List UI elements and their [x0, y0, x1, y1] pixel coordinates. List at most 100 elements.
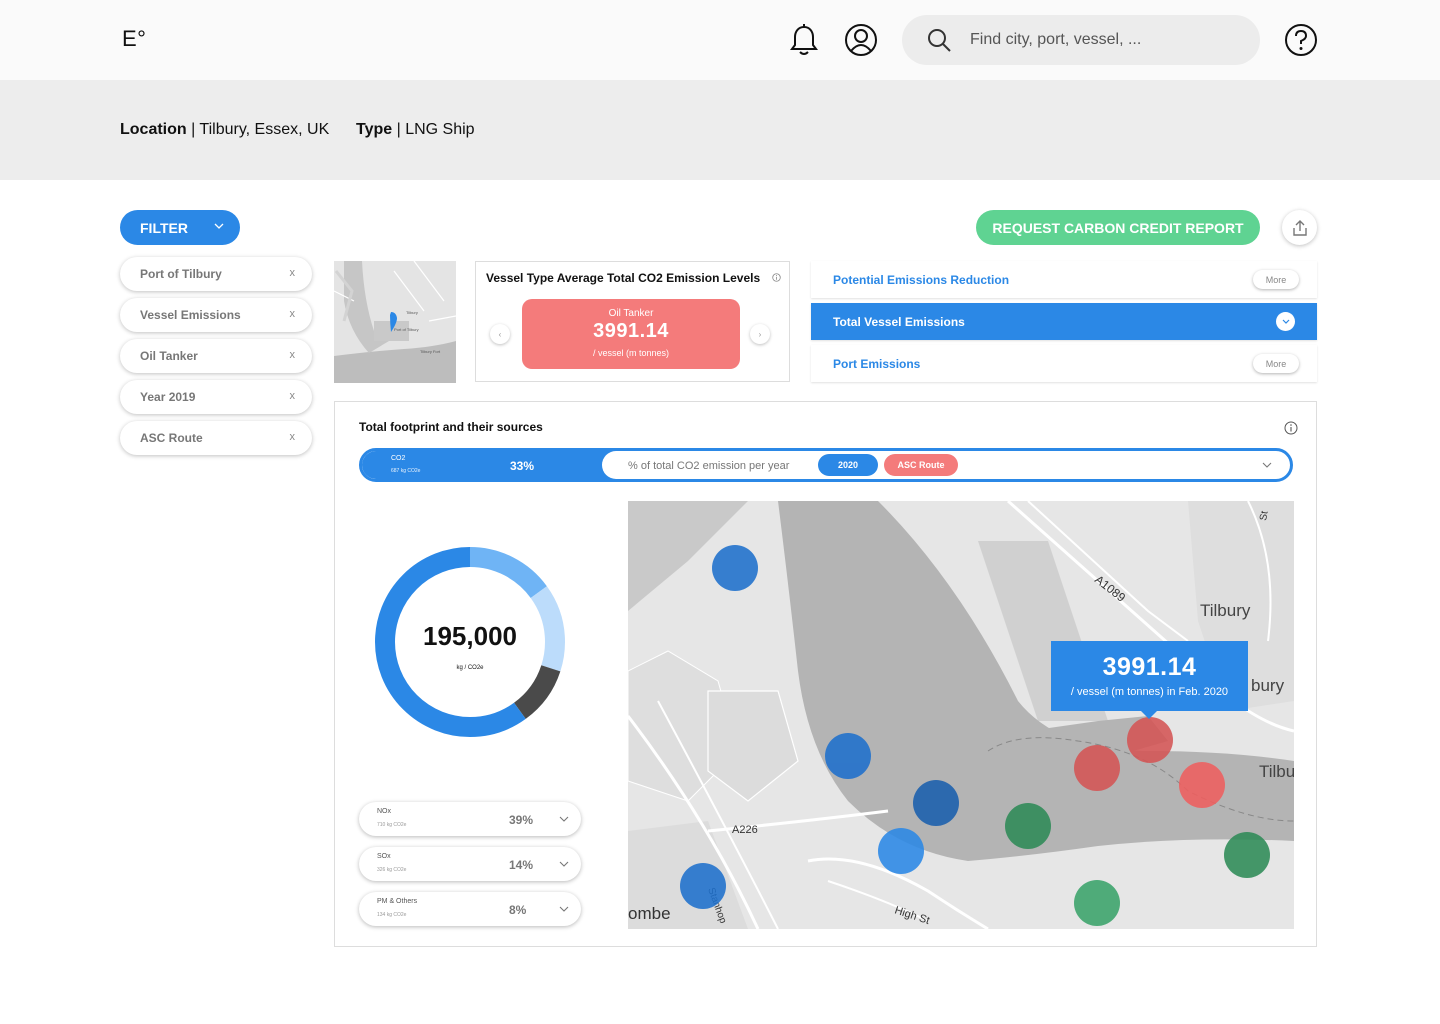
remove-chip-icon[interactable]: x: [289, 390, 296, 402]
filter-label: FILTER: [140, 219, 188, 236]
location-value: | Tilbury, Essex, UK: [186, 121, 330, 138]
source-co2-segment[interactable]: CO2 687 kg CO2e 33%: [362, 451, 622, 479]
list-item-total-vessel-emissions[interactable]: Total Vessel Emissions: [811, 303, 1317, 340]
user-icon[interactable]: [843, 20, 879, 60]
list-item-potential-reduction[interactable]: Potential Emissions Reduction More: [811, 261, 1317, 298]
donut-total-value: 195,000: [423, 621, 517, 651]
remove-chip-icon[interactable]: x: [289, 349, 296, 361]
info-icon[interactable]: [1284, 421, 1298, 435]
type-info: Type | LNG Ship: [356, 121, 475, 139]
stat-row-nox[interactable]: NOx 710 kg CO2e 39%: [359, 802, 581, 836]
location-label: Location: [120, 121, 187, 138]
map-marker-green[interactable]: [1005, 803, 1051, 849]
prev-arrow-button[interactable]: ‹: [490, 324, 510, 344]
map-marker-red[interactable]: [1074, 745, 1120, 791]
donut-segment[interactable]: [375, 547, 565, 737]
donut-unit: kg / CO2e: [456, 665, 484, 671]
share-icon: [1292, 219, 1307, 236]
map-marker-blue[interactable]: [825, 733, 871, 779]
map-label: A226: [732, 824, 758, 836]
request-report-label: REQUEST CARBON CREDIT REPORT: [992, 219, 1244, 236]
vessel-emission-highlight: Oil Tanker 3991.14 / vessel (m tonnes): [522, 299, 740, 369]
stat-name: PM & Others: [377, 898, 418, 905]
search-icon: [928, 29, 951, 52]
vessel-type-label: Oil Tanker: [608, 308, 654, 319]
chevron-down-icon: [559, 906, 569, 912]
chevron-down-icon: [214, 223, 224, 229]
info-icon[interactable]: [772, 273, 781, 282]
filter-chip-label: ASC Route: [140, 431, 203, 445]
stat-percent: 8%: [509, 903, 527, 917]
source-percent: 33%: [510, 459, 535, 473]
help-icon[interactable]: [1283, 20, 1319, 60]
route-pill[interactable]: ASC Route: [884, 454, 958, 476]
donut-segment[interactable]: [375, 547, 565, 737]
map-marker-blue[interactable]: [712, 545, 758, 591]
filter-button[interactable]: FILTER: [120, 210, 240, 245]
filter-chip-route[interactable]: ASC Route x: [120, 421, 312, 455]
list-item-label: Potential Emissions Reduction: [833, 272, 1010, 287]
map-marker-green[interactable]: [1074, 880, 1120, 926]
more-button[interactable]: More: [1253, 354, 1299, 373]
chevron-down-icon[interactable]: [1262, 461, 1272, 469]
year-pill[interactable]: 2020: [818, 454, 878, 476]
map-marker-blue[interactable]: [878, 828, 924, 874]
vessel-emission-unit: / vessel (m tonnes): [592, 348, 670, 358]
map-marker-green[interactable]: [1224, 832, 1270, 878]
map-tooltip: 3991.14 / vessel (m tonnes) in Feb. 2020: [1051, 641, 1248, 719]
stat-row-pm[interactable]: PM & Others 134 kg CO2e 8%: [359, 892, 581, 926]
app-logo[interactable]: E°: [122, 26, 147, 51]
search-bar[interactable]: [902, 15, 1260, 65]
filter-chip-port[interactable]: Port of Tilbury x: [120, 257, 312, 291]
list-item-port-emissions[interactable]: Port Emissions More: [811, 345, 1317, 382]
request-report-button[interactable]: REQUEST CARBON CREDIT REPORT: [976, 210, 1260, 245]
filter-chip-label: Year 2019: [140, 390, 196, 404]
next-arrow-button[interactable]: ›: [750, 324, 770, 344]
share-button[interactable]: [1282, 210, 1317, 245]
top-bar: E°: [0, 0, 1440, 80]
type-label: Type: [356, 121, 393, 138]
stat-name: NOx: [377, 808, 391, 815]
filter-chip-label: Port of Tilbury: [140, 267, 222, 281]
tooltip-value: 3991.14: [1102, 653, 1197, 681]
list-item-label: Total Vessel Emissions: [833, 314, 965, 329]
source-name: CO2: [391, 455, 406, 462]
chevron-down-icon[interactable]: [1276, 312, 1295, 331]
emissions-map[interactable]: Tilbury bury Tilbu A1089 A226 High St om…: [628, 501, 1294, 929]
remove-chip-icon[interactable]: x: [289, 431, 296, 443]
map-marker-blue[interactable]: [680, 863, 726, 909]
minimap-label: Tilbury: [406, 310, 418, 315]
source-selector-bar[interactable]: CO2 687 kg CO2e 33% % of total CO2 emiss…: [359, 448, 1293, 482]
map-marker-blue[interactable]: [913, 780, 959, 826]
map-marker-red[interactable]: [1127, 717, 1173, 763]
location-info: Location | Tilbury, Essex, UK: [120, 121, 329, 139]
info-band: Location | Tilbury, Essex, UK Type | LNG…: [0, 80, 1440, 180]
map-label: St: [1258, 510, 1271, 521]
footprint-panel: Total footprint and their sources CO2 68…: [334, 401, 1317, 947]
source-sub: 687 kg CO2e: [391, 468, 421, 474]
map-marker-red[interactable]: [1179, 762, 1225, 808]
filter-chip-label: Oil Tanker: [140, 349, 198, 363]
filter-chip-year[interactable]: Year 2019 x: [120, 380, 312, 414]
vessel-type-card: Vessel Type Average Total CO2 Emission L…: [475, 261, 790, 382]
stat-sub: 134 kg CO2e: [377, 912, 407, 918]
stat-row-sox[interactable]: SOx 326 kg CO2e 14%: [359, 847, 581, 881]
chevron-down-icon: [559, 816, 569, 822]
mini-map[interactable]: Tilbury Port of Tilbury Tilbury Fort: [334, 261, 456, 383]
minimap-label: Tilbury Fort: [420, 349, 441, 354]
emissions-donut-chart: [375, 547, 565, 737]
stat-sub: 710 kg CO2e: [377, 822, 407, 828]
remove-chip-icon[interactable]: x: [289, 308, 296, 320]
stat-name: SOx: [377, 853, 391, 860]
map-label: Tilbu: [1259, 762, 1294, 781]
remove-chip-icon[interactable]: x: [289, 267, 296, 279]
filter-chip-emissions[interactable]: Vessel Emissions x: [120, 298, 312, 332]
vessel-emission-value: 3991.14: [593, 320, 669, 342]
more-button[interactable]: More: [1253, 270, 1299, 289]
filter-chip-vessel[interactable]: Oil Tanker x: [120, 339, 312, 373]
filter-chip-label: Vessel Emissions: [140, 308, 241, 322]
search-input[interactable]: [970, 31, 1230, 49]
bell-icon[interactable]: [786, 20, 822, 60]
chevron-down-icon: [559, 861, 569, 867]
minimap-label: Port of Tilbury: [394, 327, 419, 332]
